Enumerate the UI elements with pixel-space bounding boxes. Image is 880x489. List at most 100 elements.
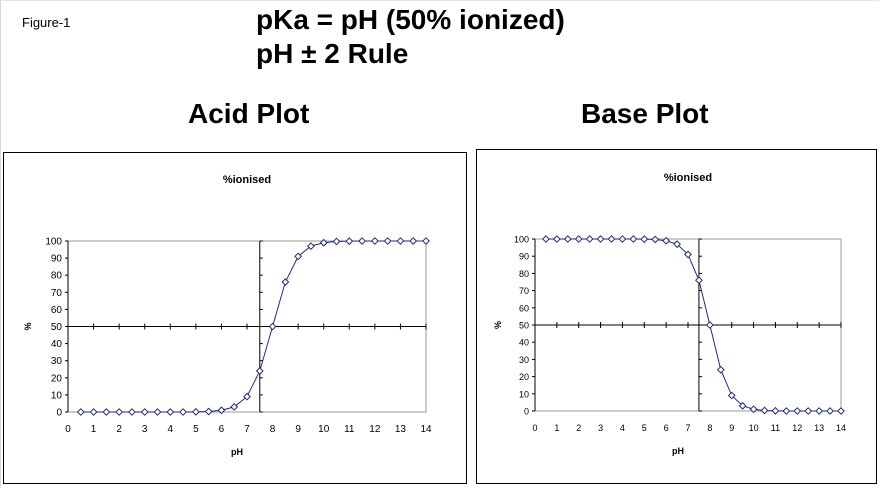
y-tick-label: 40	[519, 338, 529, 348]
y-tick-label: 20	[519, 372, 529, 382]
x-tick-label: 9	[729, 423, 734, 433]
y-tick-label: 0	[56, 408, 62, 419]
y-tick-label: 30	[519, 355, 529, 365]
data-point-marker	[640, 235, 649, 244]
y-tick-label: 60	[519, 303, 529, 313]
y-tick-label: 60	[51, 305, 63, 316]
data-point-marker	[383, 237, 392, 245]
x-tick-label: 3	[598, 423, 603, 433]
x-tick-label: 14	[836, 423, 846, 433]
y-tick-label: 30	[51, 356, 63, 367]
x-tick-label: 8	[707, 423, 712, 433]
data-point-marker	[230, 402, 239, 411]
data-point-marker	[826, 407, 834, 415]
y-tick-label: 50	[51, 322, 63, 333]
x-tick-label: 3	[142, 424, 148, 435]
data-point-marker	[749, 405, 758, 414]
y-tick-label: 90	[519, 252, 529, 262]
data-point-marker	[804, 407, 813, 415]
data-point-marker	[771, 406, 780, 415]
data-point-marker	[585, 235, 594, 243]
x-axis-label: pH	[672, 446, 684, 456]
y-tick-label: 70	[519, 286, 529, 296]
acid-chart-panel: %ionised 0 10 20 30 40 50 60 70 80 90 100 0 1 2 3 4 5 6 7 8 9…	[3, 152, 467, 484]
headline-line-1: pKa = pH (50% ionized)	[256, 4, 565, 35]
x-tick-label: 1	[91, 424, 97, 435]
data-point-marker	[345, 237, 354, 246]
y-axis-label: %	[493, 321, 503, 329]
data-point-marker	[217, 406, 226, 415]
y-tick-label: 90	[51, 254, 63, 265]
y-tick-label: 100	[514, 235, 529, 245]
base-plot-title: Base Plot	[581, 98, 709, 129]
data-point-marker	[695, 276, 703, 285]
x-tick-label: 13	[395, 424, 407, 435]
x-tick-label: 11	[771, 423, 780, 433]
data-point-marker	[268, 322, 277, 331]
data-point-marker	[574, 235, 583, 243]
x-tick-label: 0	[65, 424, 71, 435]
y-tick-label: 10	[51, 390, 63, 401]
y-tick-label: 10	[519, 389, 529, 399]
data-point-marker	[651, 235, 660, 244]
x-tick-label: 7	[244, 424, 250, 435]
y-tick-label: 0	[524, 407, 529, 417]
data-point-marker	[153, 408, 162, 416]
x-tick-label: 14	[420, 424, 432, 435]
data-point-marker	[396, 237, 405, 245]
figure-label: Figure-1	[22, 15, 71, 30]
x-tick-label: 0	[532, 423, 537, 433]
data-point-marker	[204, 407, 213, 416]
data-point-marker	[673, 240, 681, 249]
data-point-marker	[782, 407, 791, 415]
data-point-marker	[727, 391, 736, 400]
data-point-marker	[179, 408, 187, 416]
data-point-marker	[307, 242, 315, 251]
x-tick-label: 8	[270, 424, 276, 435]
data-point-marker	[705, 321, 714, 329]
base-chart-panel: %ionised 0 10 20 30 40 50 60 70 80 90 100 0 1 2 3 4 5 6 7 8 9…	[476, 149, 877, 484]
y-tick-label: 50	[519, 321, 529, 331]
data-point-marker	[760, 406, 769, 415]
acid-plot-title: Acid Plot	[188, 98, 310, 129]
x-tick-label: 13	[814, 423, 824, 433]
y-tick-label: 20	[51, 373, 63, 384]
data-point-marker	[128, 408, 136, 416]
data-point-marker	[738, 401, 747, 410]
data-point-marker	[607, 235, 616, 243]
data-point-marker	[716, 365, 725, 374]
x-tick-label: 5	[193, 424, 199, 435]
data-point-marker	[166, 408, 175, 416]
data-point-marker	[684, 250, 692, 259]
y-tick-label: 40	[51, 339, 63, 350]
data-point-marker	[89, 408, 98, 416]
headline-line-2: pH ± 2 Rule	[256, 38, 409, 69]
data-point-marker	[191, 407, 200, 416]
series-line	[80, 240, 426, 413]
data-point-marker	[662, 236, 671, 245]
chart-title: %ionised	[664, 172, 712, 184]
x-tick-label: 7	[685, 423, 690, 433]
data-point-marker	[140, 408, 149, 416]
y-tick-label: 80	[519, 269, 529, 279]
data-point-marker	[281, 278, 290, 286]
data-point-marker	[102, 408, 111, 416]
chart-title: %ionised	[223, 174, 271, 186]
data-point-marker	[370, 237, 379, 245]
data-point-marker	[115, 408, 124, 416]
data-point-marker	[76, 408, 85, 416]
data-point-marker	[629, 235, 638, 243]
x-tick-label: 4	[620, 423, 625, 433]
data-point-marker	[542, 235, 550, 243]
x-tick-label: 12	[792, 423, 802, 433]
x-tick-label: 1	[554, 423, 559, 433]
x-tick-label: 10	[318, 424, 330, 435]
y-tick-label: 80	[51, 271, 63, 282]
data-point-marker	[358, 237, 366, 245]
data-point-marker	[618, 235, 627, 243]
data-point-marker	[319, 238, 328, 247]
x-axis-label: pH	[231, 447, 243, 457]
y-axis-label: %	[23, 322, 33, 330]
